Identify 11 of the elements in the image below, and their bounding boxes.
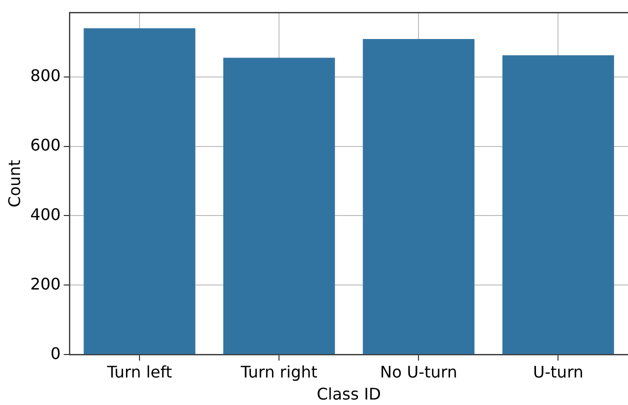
- y-axis-title: Count: [4, 160, 24, 208]
- y-tick-label: 600: [30, 135, 61, 154]
- x-axis-title: Class ID: [316, 384, 381, 404]
- y-tick-label: 400: [30, 204, 61, 224]
- y-tick-label: 200: [30, 274, 61, 294]
- y-tick-label: 800: [30, 66, 61, 85]
- y-tick-label: 0: [50, 344, 61, 363]
- x-tick-label: Turn right: [240, 362, 318, 382]
- x-tick-label: No U-turn: [380, 362, 458, 382]
- x-tick-label: Turn left: [106, 362, 172, 382]
- x-tick-label: U-turn: [533, 362, 584, 382]
